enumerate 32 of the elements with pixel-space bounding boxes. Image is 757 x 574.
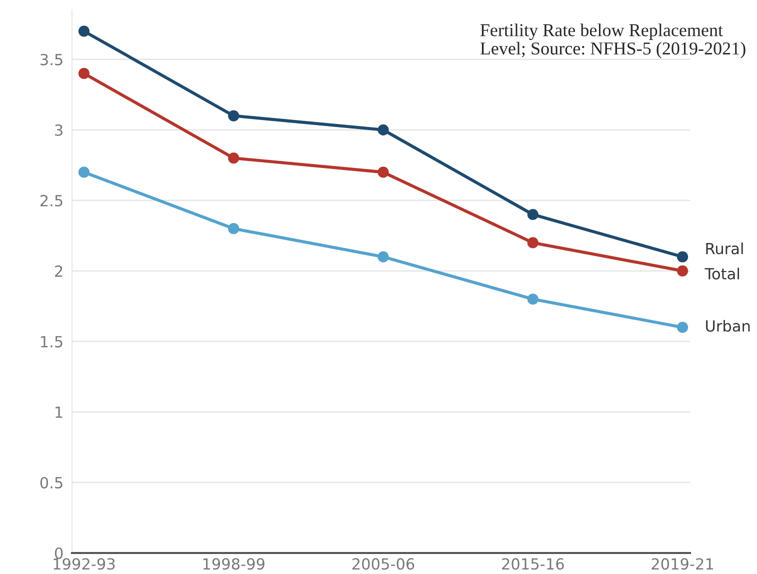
point	[228, 223, 240, 234]
series-label: Urban	[706, 320, 750, 332]
x-tick-label: 2005-06	[352, 558, 414, 570]
y-tick-label: 3	[55, 124, 62, 136]
x-tick-label: 2019-21	[652, 558, 714, 570]
series-label: Rural	[706, 242, 743, 254]
point	[78, 166, 90, 178]
point	[676, 251, 688, 262]
series-label: Total	[704, 268, 739, 280]
point	[527, 208, 538, 220]
y-tick-label: 3.5	[40, 54, 62, 66]
x-tick-label: 2015-16	[502, 558, 564, 570]
y-tick-label: 0.5	[40, 476, 62, 488]
y-tick-label: 0	[54, 547, 63, 560]
y-tick-label: 1	[56, 406, 62, 418]
point	[527, 294, 538, 305]
point	[378, 124, 389, 136]
point	[378, 251, 389, 262]
point	[378, 166, 389, 178]
y-tick-label: 2.5	[40, 194, 62, 206]
annotation: Fertility Rate below Replacement Level; Source: NFHS-5 (2019-2021)	[480, 24, 746, 58]
point	[228, 110, 240, 122]
x-tick-label: 1992-93	[54, 558, 115, 570]
y-tick-label: 2	[55, 265, 62, 277]
point	[78, 26, 90, 37]
point	[676, 322, 688, 333]
x-tick-label: 1998-99	[203, 558, 264, 570]
point	[676, 265, 688, 276]
point	[228, 152, 240, 164]
y-tick-label: 1.5	[41, 336, 62, 348]
point	[78, 68, 90, 80]
point	[527, 237, 538, 248]
